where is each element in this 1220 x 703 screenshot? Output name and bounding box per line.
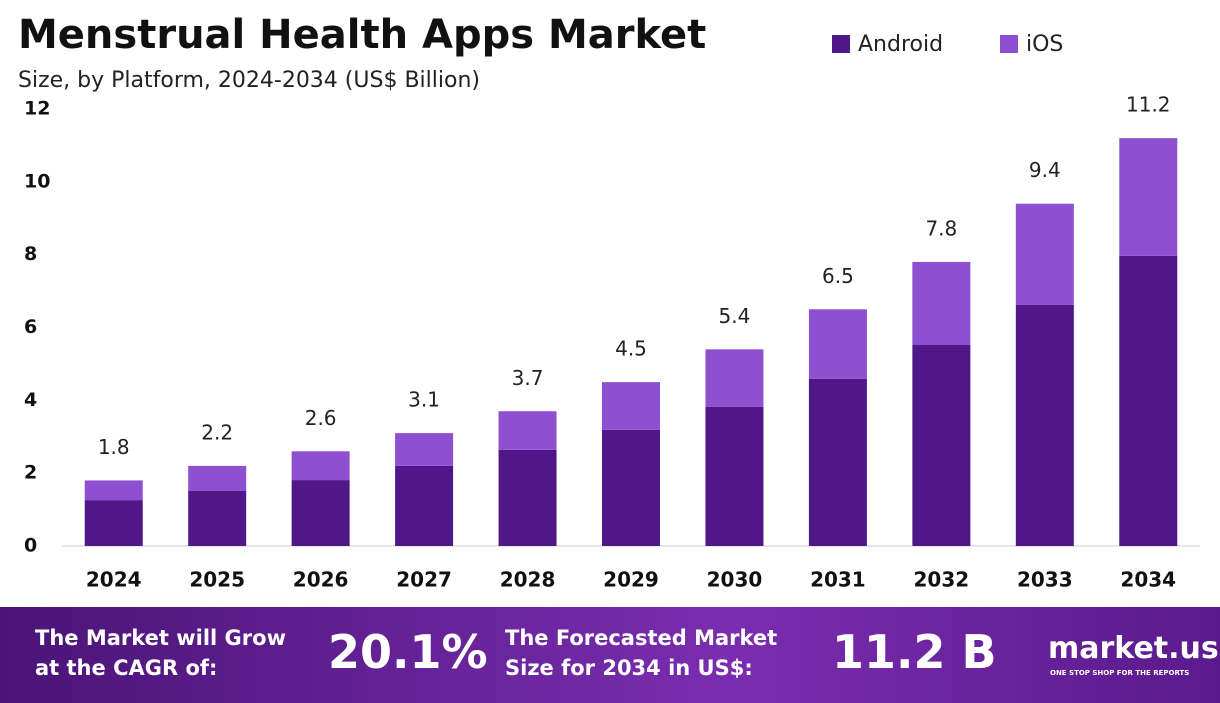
bar-segment <box>602 382 660 430</box>
total-label: 5.4 <box>719 304 751 328</box>
x-tick-label: 2033 <box>1017 568 1073 592</box>
chart: Menstrual Health Apps Market Size, by Pl… <box>18 12 1200 592</box>
bar-segment <box>188 491 247 546</box>
text-line: The Forecasted Market <box>505 626 778 650</box>
x-tick-label: 2030 <box>707 568 763 592</box>
total-label: 1.8 <box>98 435 130 459</box>
bar-segment <box>291 480 350 546</box>
total-label: 4.5 <box>615 337 647 361</box>
text-line: at the CAGR of: <box>35 656 218 680</box>
x-tick-label: 2025 <box>189 568 245 592</box>
y-tick-label: 0 <box>24 535 37 557</box>
y-tick-label: 8 <box>24 243 37 265</box>
legend-label: Android <box>858 32 943 57</box>
x-tick-label: 2026 <box>293 568 349 592</box>
bar-segment <box>1015 203 1074 305</box>
x-tick-label: 2034 <box>1120 568 1176 592</box>
total-label: 3.1 <box>408 388 440 412</box>
text-line: Size for 2034 in US$: <box>505 656 753 680</box>
cagr-text: The Market will Grow at the CAGR of: <box>35 623 286 683</box>
total-label: 2.2 <box>201 420 233 444</box>
x-tick-label: 2032 <box>914 568 970 592</box>
total-label: 2.6 <box>305 406 337 430</box>
total-label: 9.4 <box>1029 158 1061 182</box>
bar-segment <box>808 378 867 546</box>
bar-segment <box>84 500 143 546</box>
banner: The Market will Grow at the CAGR of: 20.1… <box>0 607 1220 703</box>
bar-segment <box>602 429 660 546</box>
total-label: 3.7 <box>512 366 544 390</box>
forecast-value: 11.2 B <box>832 625 997 679</box>
y-tick-label: 10 <box>24 170 50 192</box>
y-tick-label: 12 <box>24 98 50 120</box>
bar-segment <box>84 480 143 501</box>
cagr-value: 20.1% <box>328 625 488 679</box>
x-tick-label: 2029 <box>603 568 659 592</box>
y-tick-label: 6 <box>24 316 37 338</box>
bar-segment <box>808 309 867 379</box>
bar-segment <box>912 261 971 345</box>
x-tick-label: 2024 <box>86 568 142 592</box>
bar-segment <box>1119 255 1178 547</box>
x-tick-label: 2031 <box>810 568 866 592</box>
x-tick-label: 2028 <box>500 568 556 592</box>
text-line: The Market will Grow <box>35 626 286 650</box>
bar-segment <box>188 465 247 492</box>
x-tick-label: 2027 <box>396 568 452 592</box>
legend-swatch <box>1000 35 1018 53</box>
bar-segment <box>1119 138 1178 256</box>
chart-title: Menstrual Health Apps Market <box>18 12 706 58</box>
y-tick-label: 2 <box>24 462 37 484</box>
bar-segment <box>705 406 764 546</box>
total-label: 11.2 <box>1126 93 1171 117</box>
bar-segment <box>395 465 454 546</box>
tagline: ONE STOP SHOP FOR THE REPORTS <box>1050 669 1190 677</box>
total-label: 7.8 <box>925 216 957 240</box>
legend-swatch <box>832 35 850 53</box>
bar-segment <box>705 349 764 407</box>
bar-segment <box>498 449 557 546</box>
bar-segment <box>498 411 557 450</box>
brand: market.us <box>1048 631 1219 666</box>
chart-subtitle: Size, by Platform, 2024-2034 (US$ Billio… <box>18 68 480 93</box>
bar-segment <box>395 433 454 466</box>
bar-segment <box>1015 304 1074 546</box>
forecast-text: The Forecasted Market Size for 2034 in US… <box>505 623 777 683</box>
legend-label: iOS <box>1026 32 1063 57</box>
y-tick-label: 4 <box>24 389 37 411</box>
bar-segment <box>291 451 350 481</box>
bar-segment <box>912 344 971 546</box>
total-label: 6.5 <box>822 264 854 288</box>
